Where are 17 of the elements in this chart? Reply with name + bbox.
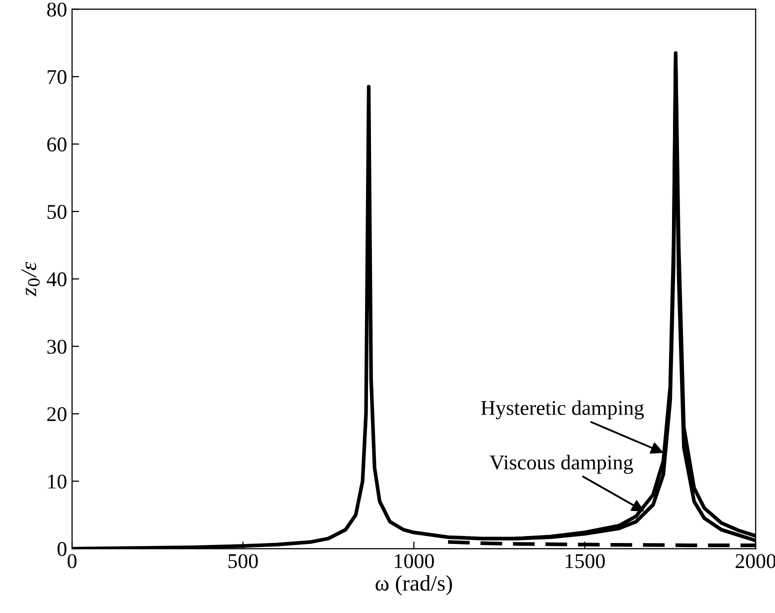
y-tick-label: 20 (47, 407, 66, 422)
y-tick-label: 50 (48, 204, 66, 219)
annotation: Hysteretic damping (481, 400, 644, 420)
annotation: Viscous damping (490, 454, 634, 474)
y-tick-label: 30 (47, 340, 66, 354)
x-tick-label: 1000 (394, 554, 434, 568)
x-tick-label: 500 (228, 554, 258, 568)
x-tick-label: 0 (68, 554, 76, 568)
y-axis-title: z$_{0}$/ε (21, 262, 40, 296)
y-tick-label: 0 (58, 542, 66, 556)
y-tick-label: 10 (48, 474, 66, 489)
x-axis-title: ω (rad/s) (376, 575, 452, 596)
y-tick-label: 80 (47, 2, 66, 17)
y-tick-label: 40 (46, 272, 66, 286)
y-tick-label: 60 (47, 137, 66, 152)
y-tick-label: 70 (48, 70, 66, 84)
x-tick-label: 1500 (566, 554, 605, 568)
